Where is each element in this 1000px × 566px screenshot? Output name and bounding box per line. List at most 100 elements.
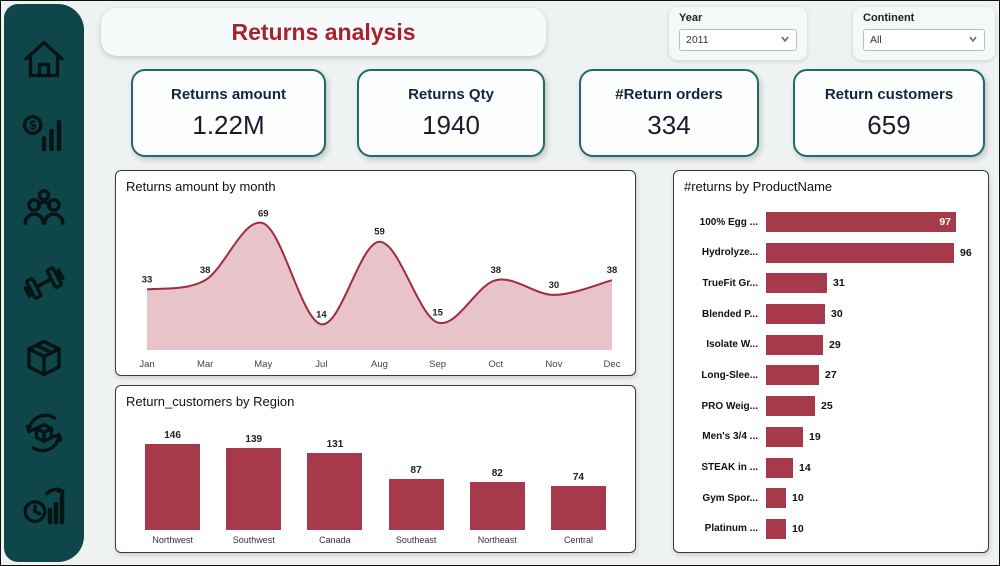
category-label: Men's 3/4 ... <box>702 431 758 443</box>
axis-label: Southwest <box>232 535 275 545</box>
bar[interactable] <box>766 242 954 263</box>
returns-by-month-chart: Returns amount by month 33 Jan 38 Mar 69 May 1… <box>115 170 636 376</box>
kpi-return-customers: Return customers 659 <box>793 69 985 157</box>
bar-column: 82 Northeast <box>457 414 538 546</box>
page-title: Returns analysis <box>231 18 416 45</box>
bar-value-label: 19 <box>809 430 821 443</box>
bar[interactable] <box>766 273 827 294</box>
returns-by-product-chart: #returns by ProductName 100% Egg ... 97 Hy… <box>673 170 989 553</box>
hbar-row: Blended P... 30 <box>682 301 982 327</box>
area-chart-canvas: 33 Jan 38 Mar 69 May 14 Jul 59 Aug 15 Sep 38 Oct 30 Nov… <box>139 208 620 370</box>
bar-value-label: 131 <box>326 439 344 450</box>
bar[interactable] <box>226 448 282 530</box>
bar[interactable] <box>766 334 823 355</box>
continent-filter: Continent All <box>853 7 995 60</box>
product-box-icon[interactable] <box>18 332 70 384</box>
kpi-return-orders: #Return orders 334 <box>579 69 759 157</box>
home-icon[interactable] <box>18 33 70 85</box>
time-analysis-icon[interactable] <box>18 481 70 533</box>
kpi-value: 334 <box>647 109 691 140</box>
category-label: Long-Slee... <box>701 369 758 381</box>
bar-track: 97 <box>766 212 966 232</box>
sales-chart-icon[interactable]: $ <box>18 108 70 160</box>
year-select[interactable]: 2011 <box>679 29 797 51</box>
bar-track: 19 <box>766 426 966 447</box>
bar-column: 131 Canada <box>294 414 375 546</box>
data-label: 59 <box>374 227 385 238</box>
year-filter: Year 2011 <box>669 7 807 60</box>
axis-label: Jul <box>315 359 327 370</box>
bar[interactable]: 97 <box>766 212 956 232</box>
page-title-card: Returns analysis <box>101 8 546 56</box>
bar[interactable] <box>766 396 815 417</box>
data-label: 33 <box>142 274 153 285</box>
kpi-value: 1940 <box>422 109 480 140</box>
hbar-row: Platinum ... 10 <box>682 516 982 542</box>
bar-track: 10 <box>766 518 966 539</box>
dumbbell-icon[interactable] <box>18 257 70 309</box>
line-series <box>146 221 613 326</box>
bar[interactable] <box>307 453 363 530</box>
returns-cycle-icon[interactable] <box>18 407 70 459</box>
hbar-row: Long-Slee... 27 <box>682 362 982 388</box>
continent-filter-label: Continent <box>863 12 915 24</box>
bar-column: 74 Central <box>538 414 619 546</box>
bar-track: 30 <box>766 304 966 325</box>
kpi-value: 659 <box>867 109 911 140</box>
year-filter-label: Year <box>679 12 703 24</box>
kpi-returns-qty: Returns Qty 1940 <box>357 69 545 157</box>
axis-label: Nov <box>545 359 562 370</box>
bar[interactable] <box>766 488 786 509</box>
bar[interactable] <box>550 486 606 530</box>
kpi-label: #Return orders <box>615 85 723 103</box>
axis-label: Northwest <box>152 535 193 545</box>
bar[interactable] <box>766 426 803 447</box>
category-label: 100% Egg ... <box>699 216 758 228</box>
data-label: 38 <box>490 265 501 276</box>
bar-track: 27 <box>766 365 966 386</box>
bar-value-label: 25 <box>821 400 833 413</box>
chart-title: #returns by ProductName <box>684 179 833 194</box>
bar[interactable] <box>766 457 793 478</box>
bar[interactable] <box>388 479 444 530</box>
bar-chart-plot: 146 Northwest 139 Southwest 131 Canada 87 South… <box>132 414 619 546</box>
chart-title: Returns amount by month <box>126 179 276 194</box>
area-series <box>147 222 612 350</box>
continent-select[interactable]: All <box>863 29 985 51</box>
hbar-row: Men's 3/4 ... 19 <box>682 424 982 450</box>
bar-value-label: 14 <box>799 461 811 474</box>
bar[interactable] <box>766 304 825 325</box>
bar-track: 25 <box>766 396 966 417</box>
bar-column: 87 Southeast <box>376 414 457 546</box>
bar-value-label: 97 <box>939 216 951 228</box>
kpi-label: Returns Qty <box>408 85 494 103</box>
axis-label: Canada <box>319 535 351 545</box>
bar-track: 14 <box>766 457 966 478</box>
bar-value-label: 74 <box>572 472 584 483</box>
axis-label: Southeast <box>395 535 437 545</box>
bar[interactable] <box>766 365 819 386</box>
axis-label: Mar <box>197 359 213 370</box>
hbar-chart-plot: 100% Egg ... 97 Hydrolyze... 96 TrueFit Gr..… <box>682 209 982 542</box>
data-label: 38 <box>200 265 211 276</box>
axis-label: Aug <box>371 359 388 370</box>
data-label: 38 <box>607 265 618 276</box>
year-selected-value: 2011 <box>686 34 709 46</box>
bar-value-label: 31 <box>833 277 845 290</box>
hbar-row: Gym Spor... 10 <box>682 485 982 511</box>
bar[interactable] <box>145 444 201 530</box>
bar[interactable] <box>766 518 786 539</box>
kpi-label: Return customers <box>824 85 954 103</box>
bar-column: 139 Southwest <box>213 414 294 546</box>
hbar-row: PRO Weig... 25 <box>682 393 982 419</box>
axis-label: Central <box>563 535 593 545</box>
bar-value-label: 29 <box>829 338 841 351</box>
bar-value-label: 10 <box>792 492 804 505</box>
hbar-row: Hydrolyze... 96 <box>682 240 982 266</box>
bar[interactable] <box>469 482 525 530</box>
axis-label: Oct <box>488 359 503 370</box>
customers-icon[interactable] <box>18 182 70 234</box>
axis-label: Jan <box>139 359 154 370</box>
data-label: 15 <box>432 307 443 318</box>
hbar-row: TrueFit Gr... 31 <box>682 270 982 296</box>
